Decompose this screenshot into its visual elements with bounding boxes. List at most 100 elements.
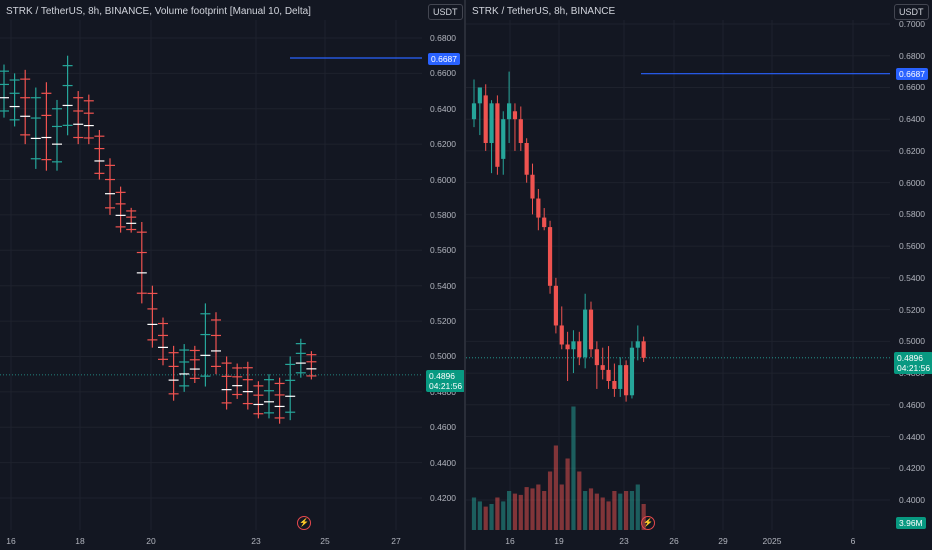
candle-body <box>553 285 558 326</box>
y-tick-label: 0.6400 <box>899 114 925 125</box>
x-tick-label: 2025 <box>762 536 782 546</box>
candle-body <box>536 198 541 218</box>
right-chart-pane[interactable]: STRK / TetherUS, 8h, BINANCE USDT 0.7000… <box>466 0 932 550</box>
left-level-label: 0.6687 <box>428 53 460 65</box>
volume-bar <box>606 501 611 530</box>
volume-bar <box>495 497 500 530</box>
candle-body <box>565 344 570 350</box>
x-tick-label: 18 <box>75 536 85 546</box>
y-tick-label: 0.7000 <box>899 19 925 29</box>
volume-bar <box>635 484 640 530</box>
y-tick-label: 0.6000 <box>430 174 456 185</box>
volume-bar <box>583 491 588 530</box>
x-tick-label: 27 <box>391 536 401 546</box>
volume-bar <box>542 491 547 530</box>
lightning-icon[interactable]: ⚡ <box>641 516 655 530</box>
candle-body <box>501 119 506 159</box>
volume-label: 3.96M <box>896 517 926 529</box>
left-chart-pane[interactable]: STRK / TetherUS, 8h, BINANCE, Volume foo… <box>0 0 464 550</box>
y-tick-label: 0.5000 <box>899 336 925 347</box>
y-tick-label: 0.5600 <box>430 245 456 256</box>
y-tick-label: 0.4200 <box>899 463 925 474</box>
volume-bar <box>571 406 576 530</box>
y-tick-label: 0.6600 <box>899 82 925 93</box>
y-tick-label: 0.5200 <box>899 304 925 315</box>
y-tick-label: 0.5600 <box>899 241 925 252</box>
volume-bar <box>565 458 570 530</box>
candle-body <box>524 143 529 175</box>
volume-bar <box>612 491 617 530</box>
volume-bar <box>489 504 494 530</box>
candle-body <box>489 103 494 143</box>
left-last-price: 0.4896 <box>429 371 455 381</box>
x-tick-label: 29 <box>718 536 728 546</box>
left-currency-button[interactable]: USDT <box>428 4 463 20</box>
y-tick-label: 0.5800 <box>899 209 925 220</box>
y-tick-label: 0.4200 <box>430 493 456 503</box>
volume-bar <box>629 491 635 530</box>
x-tick-label: 19 <box>554 536 564 546</box>
volume-bar <box>501 501 506 530</box>
candle-body <box>577 341 582 358</box>
left-last-price-label: 0.4896 04:21:56 <box>426 370 464 392</box>
volume-bar <box>553 445 558 530</box>
volume-bar <box>594 493 599 530</box>
volume-bar <box>483 506 488 530</box>
x-tick-label: 25 <box>320 536 330 546</box>
volume-bar <box>518 494 523 530</box>
volume-bar <box>577 471 582 530</box>
y-tick-label: 0.5800 <box>430 209 456 220</box>
right-chart-title: STRK / TetherUS, 8h, BINANCE <box>472 6 616 17</box>
x-tick-label: 26 <box>669 536 679 546</box>
candle-body <box>477 87 482 104</box>
y-tick-label: 0.4600 <box>430 422 456 433</box>
y-tick-label: 0.5400 <box>899 272 925 283</box>
candle-body <box>483 95 488 143</box>
volume-bar <box>512 493 518 530</box>
y-tick-label: 0.6400 <box>430 103 456 114</box>
volume-bar <box>524 487 529 530</box>
candle-body <box>618 365 623 389</box>
volume-bar <box>559 484 564 530</box>
right-countdown: 04:21:56 <box>897 363 931 373</box>
y-tick-label: 0.6000 <box>899 177 925 188</box>
y-tick-label: 0.4400 <box>899 431 925 442</box>
candle-body <box>612 381 617 389</box>
volume-bar <box>547 471 553 530</box>
candle-body <box>495 103 500 167</box>
candle-body <box>629 347 635 396</box>
pane-divider[interactable] <box>464 0 466 550</box>
footprint-chart[interactable] <box>0 0 464 550</box>
candle-body <box>530 174 535 199</box>
candle-body <box>571 341 576 350</box>
candle-body <box>518 119 523 143</box>
y-tick-label: 0.4600 <box>899 399 925 410</box>
volume-bar <box>618 493 623 530</box>
x-tick-label: 23 <box>251 536 261 546</box>
candle-body <box>594 349 599 366</box>
candle-body <box>588 309 594 350</box>
right-currency-button[interactable]: USDT <box>894 4 929 20</box>
candle-body <box>600 365 605 370</box>
y-tick-label: 0.6800 <box>899 50 925 61</box>
volume-bar <box>507 491 512 530</box>
right-level-label: 0.6687 <box>896 68 928 80</box>
volume-bar <box>600 497 605 530</box>
candle-body <box>606 369 611 381</box>
right-last-price: 0.4896 <box>897 353 923 363</box>
x-tick-label: 20 <box>146 536 156 546</box>
candle-body <box>507 103 512 120</box>
volume-bar <box>471 497 477 530</box>
candle-body <box>559 325 564 345</box>
lightning-icon[interactable]: ⚡ <box>297 516 311 530</box>
y-tick-label: 0.5200 <box>430 316 456 327</box>
candle-body <box>641 341 646 358</box>
volume-bar <box>624 491 629 530</box>
x-tick-label: 23 <box>619 536 629 546</box>
left-chart-title: STRK / TetherUS, 8h, BINANCE, Volume foo… <box>6 6 311 17</box>
candlestick-chart[interactable] <box>466 0 932 550</box>
candle-body <box>471 103 477 120</box>
y-tick-label: 0.6600 <box>430 68 456 79</box>
y-tick-label: 0.6200 <box>430 139 456 150</box>
candle-body <box>547 227 553 286</box>
